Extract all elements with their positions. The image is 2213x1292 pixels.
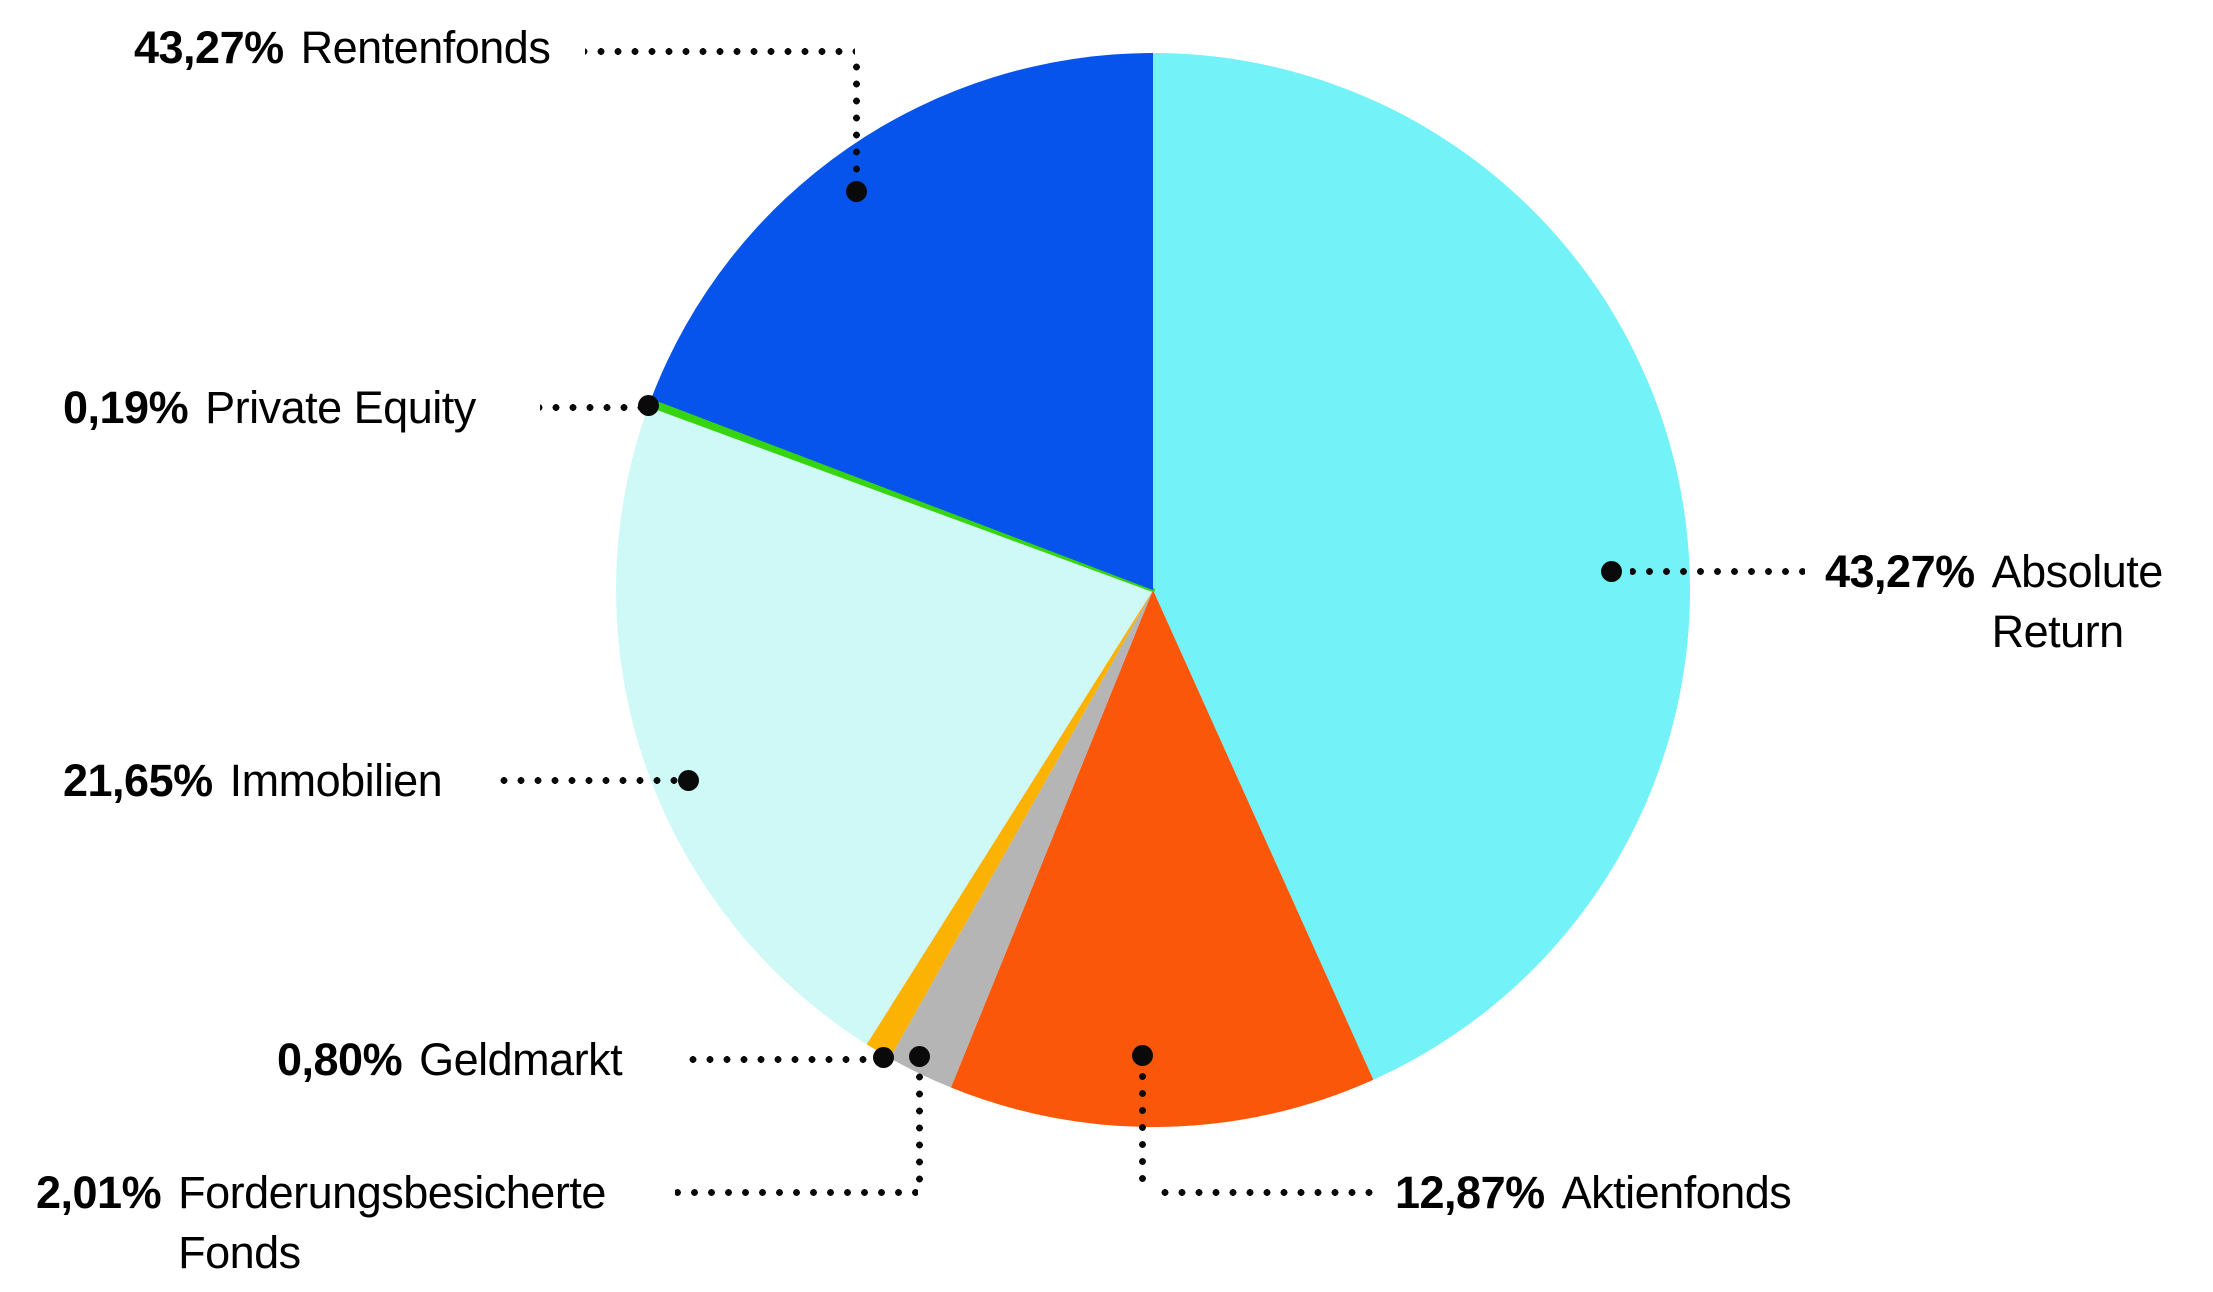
pie-slice-immobilien (616, 404, 1153, 1045)
leader-aktienfonds-h (1152, 1188, 1382, 1197)
callout-private-equity-pct: 0,19% (63, 382, 189, 433)
callout-forderungsbesicherte: 2,01% Forderungsbesicherte Fonds (36, 1163, 618, 1283)
callout-absolute-return-name: Absolute Return (1991, 546, 2164, 657)
callout-aktienfonds: 12,87% Aktienfonds (1395, 1163, 1792, 1223)
callout-geldmarkt: 0,80% Geldmarkt (277, 1030, 623, 1090)
marker-dot-forderungsbesicherte (909, 1046, 930, 1067)
callout-geldmarkt-pct: 0,80% (277, 1034, 403, 1085)
marker-dot-private-equity (638, 395, 659, 416)
marker-dot-immobilien (678, 770, 699, 791)
callout-immobilien-name: Immobilien (229, 755, 443, 806)
marker-dot-absolute-return (1601, 561, 1622, 582)
callout-forderungsbesicherte-name: Forderungsbesicherte Fonds (178, 1167, 606, 1278)
leader-forderungsbesicherte-v (915, 1068, 924, 1188)
callout-aktienfonds-name: Aktienfonds (1561, 1167, 1792, 1218)
leader-immobilien-h (500, 776, 678, 785)
leader-geldmarkt-h (683, 1055, 873, 1064)
marker-dot-geldmarkt (873, 1047, 894, 1068)
callout-aktienfonds-pct: 12,87% (1395, 1167, 1545, 1218)
callout-immobilien-pct: 21,65% (63, 755, 213, 806)
callout-private-equity: 0,19% Private Equity (63, 378, 476, 438)
leader-private-equity-h (540, 403, 640, 412)
pie-slice-forderungsbesicherte-fonds (889, 590, 1153, 1088)
callout-absolute-return: 43,27% Absolute Return (1825, 542, 2192, 662)
leader-rentenfonds-h (585, 47, 855, 56)
pie-slice-geldmarkt (866, 590, 1153, 1059)
callout-immobilien: 21,65% Immobilien (63, 751, 443, 811)
leader-absolute-return-h (1630, 567, 1805, 576)
callout-rentenfonds: 43,27% Rentenfonds (134, 18, 551, 78)
pie-slice-rentenfonds (651, 53, 1153, 590)
leader-forderungsbesicherte-h (675, 1188, 918, 1197)
callout-rentenfonds-pct: 43,27% (134, 22, 284, 73)
pie-slice-absolute-return (1153, 53, 1690, 1080)
marker-dot-rentenfonds (846, 181, 867, 202)
callout-geldmarkt-name: Geldmarkt (419, 1034, 623, 1085)
callout-absolute-return-pct: 43,27% (1825, 546, 1975, 597)
callout-private-equity-name: Private Equity (205, 382, 476, 433)
leader-rentenfonds-v (852, 56, 861, 180)
callout-rentenfonds-name: Rentenfonds (300, 22, 551, 73)
callout-forderungsbesicherte-pct: 2,01% (36, 1167, 162, 1218)
pie-slice-aktienfonds (950, 590, 1374, 1127)
marker-dot-aktienfonds (1132, 1045, 1153, 1066)
leader-aktienfonds-v (1138, 1067, 1147, 1188)
